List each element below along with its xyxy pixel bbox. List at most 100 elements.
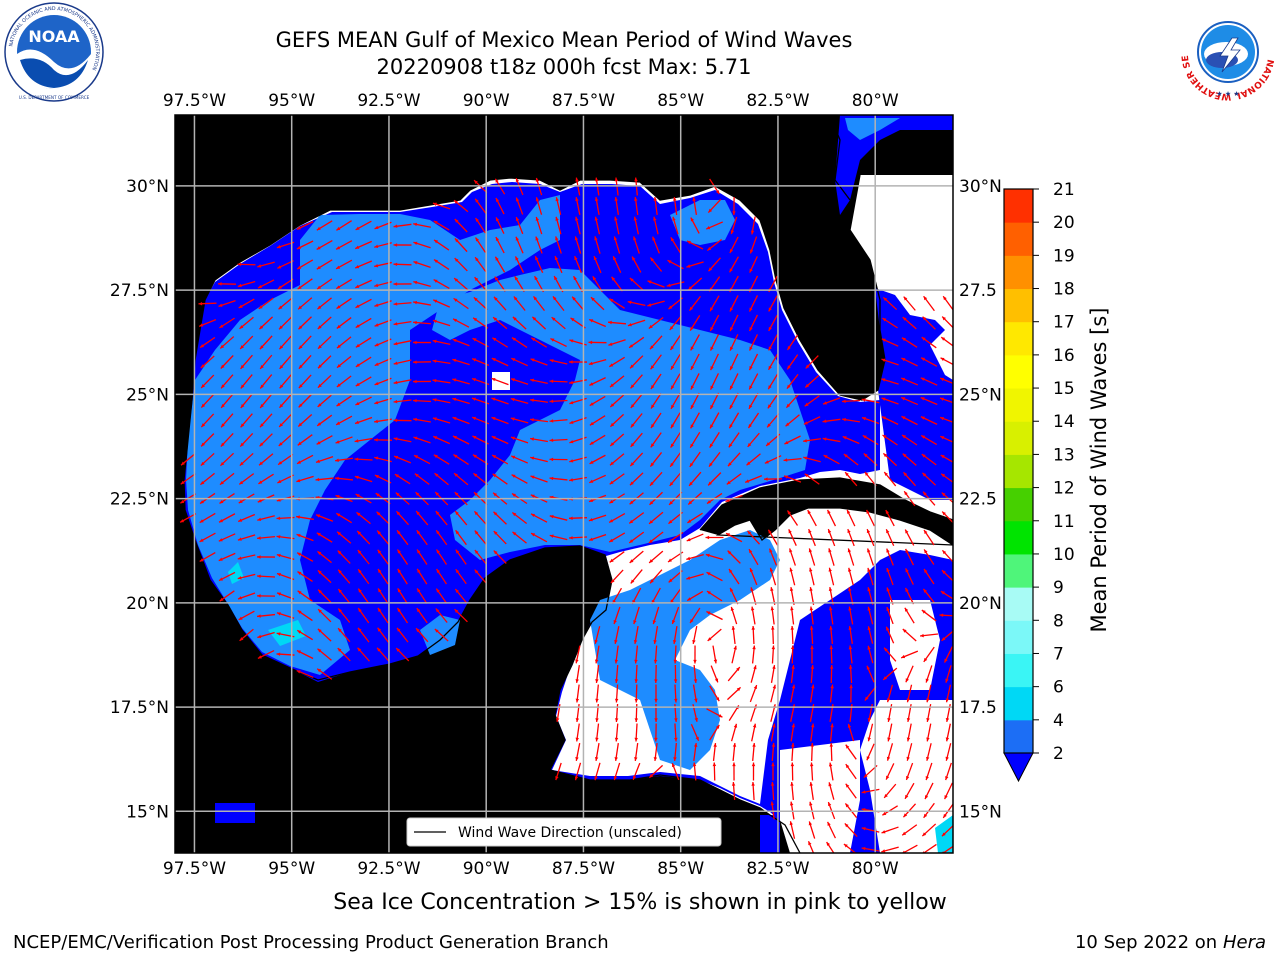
wind-arrow	[588, 514, 607, 522]
wind-arrow	[843, 843, 857, 853]
wind-arrow	[474, 256, 487, 273]
wind-arrow	[611, 276, 623, 292]
lat-tick-right-3: 22.5	[959, 490, 997, 510]
wind-arrow	[337, 588, 351, 604]
wind-arrow	[804, 395, 820, 407]
wind-arrow	[730, 216, 738, 235]
wind-arrow	[827, 528, 836, 547]
wind-arrow	[377, 607, 389, 624]
lat-tick-left-5: 17.5°N	[110, 698, 169, 718]
wind-arrow	[672, 626, 678, 644]
wind-arrow	[650, 393, 662, 409]
wind-arrow	[942, 803, 953, 819]
wind-arrow	[672, 216, 679, 235]
wind-arrow	[803, 456, 821, 463]
wind-arrow	[649, 569, 663, 584]
wind-arrow	[847, 723, 855, 742]
wind-arrow	[397, 588, 408, 604]
no-data-hole-a	[492, 372, 510, 390]
wind-arrow	[614, 216, 620, 235]
wind-arrow	[885, 763, 895, 780]
lon-tick-bottom-7: 80°W	[852, 859, 899, 879]
wind-arrow	[905, 568, 914, 585]
wind-arrow	[630, 569, 643, 584]
wind-arrow	[336, 531, 352, 544]
wind-arrow	[925, 665, 933, 683]
wind-arrow	[921, 453, 937, 466]
wind-arrow	[861, 846, 880, 852]
wind-arrow	[474, 198, 487, 214]
wind-arrow	[416, 529, 428, 546]
wind-arrow	[239, 316, 254, 330]
wind-arrow	[452, 358, 470, 366]
wind-arrow	[849, 684, 853, 703]
wind-arrow	[494, 256, 506, 273]
wind-arrow	[237, 262, 256, 267]
wind-arrow	[861, 788, 880, 794]
wind-arrow	[610, 569, 624, 584]
wind-arrow	[589, 434, 606, 446]
wind-arrow	[316, 414, 333, 427]
wind-arrow	[900, 396, 919, 406]
wind-arrow	[650, 373, 662, 390]
wind-arrow	[783, 457, 802, 462]
wind-arrow	[728, 412, 740, 429]
wind-arrow	[687, 277, 703, 291]
wind-arrow	[709, 295, 720, 312]
wind-arrow	[413, 222, 431, 228]
footer-date: 10 Sep 2022 on Hera	[1075, 932, 1266, 953]
wind-arrow	[923, 529, 935, 546]
wind-arrow	[452, 318, 470, 328]
wind-arrow	[770, 801, 775, 820]
wind-arrow	[535, 216, 543, 235]
wind-arrow	[511, 474, 528, 484]
wind-arrow	[393, 340, 412, 346]
wind-arrow	[768, 295, 778, 312]
wind-arrow	[549, 457, 568, 462]
wind-arrow	[706, 610, 723, 621]
wind-arrow	[278, 316, 293, 330]
wind-arrow	[613, 606, 621, 625]
wind-arrow	[433, 279, 450, 289]
wind-arrow	[198, 319, 217, 327]
wind-arrow	[219, 336, 235, 349]
wind-arrow	[826, 821, 837, 839]
wind-arrow	[473, 296, 488, 311]
wind-arrow	[571, 296, 585, 311]
wind-arrow	[673, 196, 678, 216]
wind-arrow	[670, 392, 681, 410]
wind-arrow	[337, 569, 351, 584]
wind-arrow	[510, 397, 529, 404]
wind-arrow	[809, 684, 815, 703]
wind-arrow	[297, 590, 313, 602]
wind-arrow	[688, 471, 702, 487]
wind-arrow	[653, 645, 658, 664]
wind-arrow	[355, 337, 372, 348]
wind-arrow	[945, 684, 952, 703]
wind-arrow	[220, 433, 234, 447]
colorbar-tick-label-10: 14	[1053, 412, 1075, 432]
wind-arrow	[828, 548, 835, 566]
wind-arrow	[748, 295, 759, 312]
wind-arrow	[920, 357, 938, 367]
wind-arrow	[608, 356, 626, 368]
wind-arrow	[393, 359, 412, 365]
colorbar-segment-9	[1004, 421, 1033, 455]
wind-arrow	[726, 686, 742, 701]
wind-arrow	[904, 587, 915, 605]
wind-arrow	[712, 742, 717, 762]
wind-arrow	[237, 573, 256, 580]
wind-arrow	[219, 590, 235, 602]
wind-arrow	[595, 684, 599, 703]
wind-arrow	[514, 276, 525, 292]
wind-arrow	[355, 376, 372, 387]
wind-arrow	[771, 762, 775, 781]
lat-tick-right-0: 30°N	[959, 177, 1002, 197]
period-4-6-gulf-small	[340, 305, 410, 340]
wind-arrow	[432, 398, 451, 404]
wind-arrow	[218, 552, 236, 562]
wind-arrow	[218, 299, 236, 308]
wind-arrow	[710, 353, 719, 371]
wind-arrow	[634, 723, 638, 742]
wind-arrow	[432, 359, 451, 365]
